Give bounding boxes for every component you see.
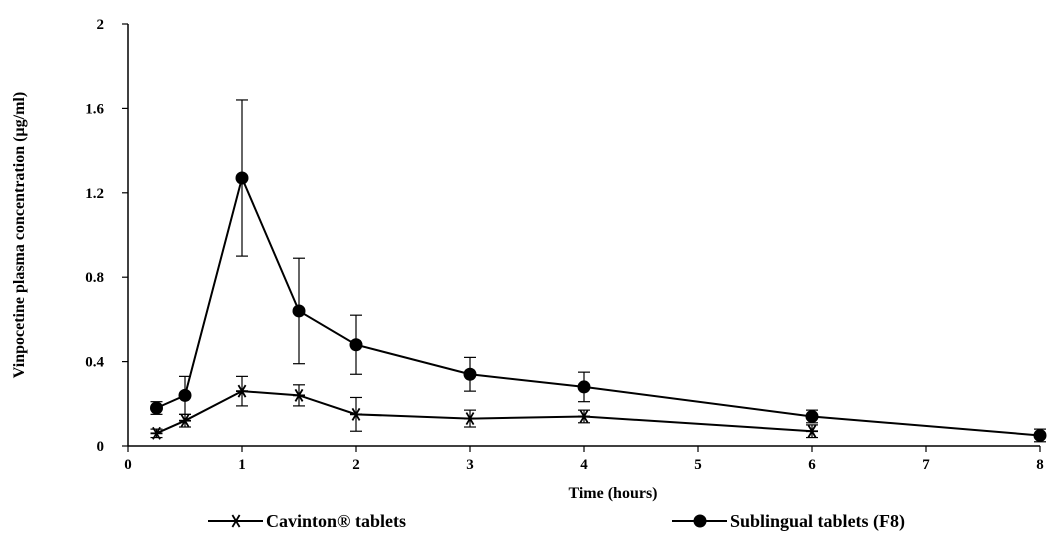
legend-label: Sublingual tablets (F8) [730, 511, 905, 532]
data-point [350, 407, 362, 421]
x-tick-label: 3 [466, 457, 474, 473]
data-point [805, 409, 819, 423]
x-tick-label: 1 [238, 457, 246, 473]
x-tick-label: 6 [808, 457, 816, 473]
series-cavinton [150, 375, 818, 440]
legend-item: Sublingual tablets (F8) [672, 511, 905, 532]
legend-marker [230, 514, 242, 528]
y-axis-ticks: 0 0.4 0.8 1.2 1.6 2 [85, 17, 128, 455]
data-point [1033, 428, 1047, 442]
data-point [179, 414, 191, 428]
y-tick-label: 1.6 [85, 101, 104, 117]
x-tick-label: 2 [352, 457, 360, 473]
x-axis-ticks: 0 1 2 3 4 5 6 7 8 [124, 446, 1044, 473]
x-tick-label: 5 [694, 457, 702, 473]
x-tick-label: 4 [580, 457, 588, 473]
y-tick-label: 0.8 [85, 270, 104, 286]
data-point [293, 388, 305, 402]
data-point [150, 401, 163, 415]
data-point [150, 426, 163, 440]
data-point [806, 424, 818, 438]
data-point [236, 384, 248, 398]
data-point [577, 380, 591, 394]
data-point [292, 304, 306, 318]
data-point [178, 388, 192, 402]
legend-marker [693, 514, 707, 528]
legend-label: Cavinton® tablets [266, 511, 406, 531]
y-axis-title: Vinpocetine plasma concentration (µg/ml) [11, 92, 28, 378]
x-tick-label: 8 [1036, 457, 1044, 473]
y-tick-label: 0 [97, 439, 105, 455]
x-tick-label: 0 [124, 457, 132, 473]
data-point [349, 338, 363, 352]
x-axis-title: Time (hours) [568, 485, 657, 502]
y-tick-label: 2 [97, 17, 105, 33]
y-tick-label: 0.4 [85, 355, 104, 371]
x-tick-label: 7 [922, 457, 930, 473]
data-point [464, 412, 476, 426]
data-point [235, 171, 249, 185]
data-point [463, 367, 477, 381]
series-line [156, 390, 813, 435]
series-sublingual [150, 99, 1047, 443]
legend-item: Cavinton® tablets [208, 511, 406, 531]
series-line [156, 174, 1041, 437]
legend: Cavinton® tablets Sublingual tablets (F8) [208, 511, 905, 532]
plot-area [150, 99, 1047, 443]
data-point [578, 409, 590, 423]
y-tick-label: 1.2 [85, 186, 104, 202]
